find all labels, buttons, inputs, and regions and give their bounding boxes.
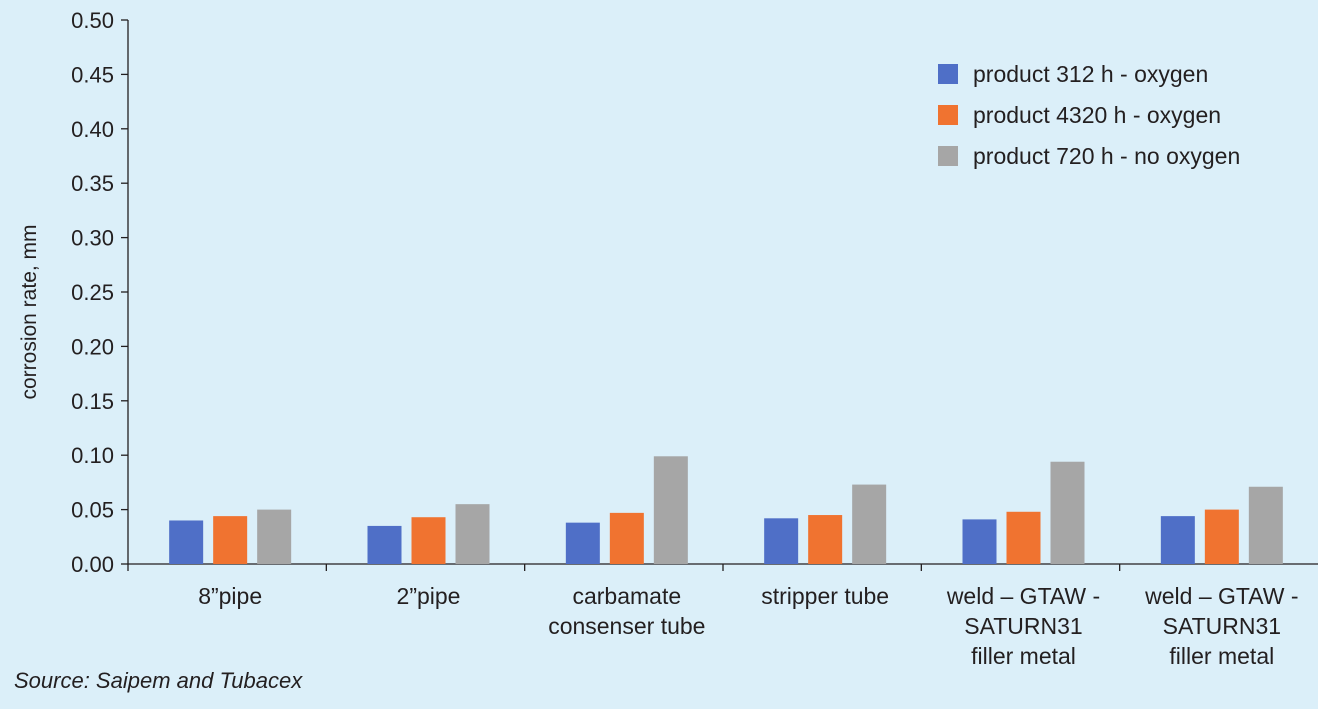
legend-label: product 312 h - oxygen	[973, 61, 1208, 87]
x-tick-label-line: weld – GTAW -	[1144, 583, 1298, 609]
x-tick-label: 8”pipe	[198, 583, 262, 609]
legend-label: product 720 h - no oxygen	[973, 143, 1240, 169]
y-tick-label: 0.35	[71, 171, 114, 196]
bar	[764, 518, 799, 564]
legend-swatch	[938, 146, 958, 166]
x-tick-label-line: filler metal	[1169, 643, 1274, 669]
y-tick-label: 0.25	[71, 280, 114, 305]
x-tick-label-line: filler metal	[971, 643, 1076, 669]
x-tick-label: weld – GTAW - SATURN31 filler metal	[1144, 583, 1298, 669]
y-tick-label: 0.05	[71, 498, 114, 523]
y-axis-title: corrosion rate, mm	[18, 224, 41, 399]
legend-swatch	[938, 64, 958, 84]
x-tick-label-line: consenser tube	[548, 613, 705, 639]
legend-label: product 4320 h - oxygen	[973, 102, 1221, 128]
bar	[455, 504, 490, 564]
bar	[653, 456, 688, 564]
legend-swatch	[938, 105, 958, 125]
y-tick-label: 0.30	[71, 226, 114, 251]
x-tick-label: stripper tube	[761, 583, 889, 609]
y-tick-label: 0.50	[71, 8, 114, 33]
bar	[213, 516, 248, 564]
bar	[1248, 486, 1283, 564]
source-note: Source: Saipem and Tubacex	[14, 668, 303, 693]
bar	[1050, 461, 1085, 564]
bar	[609, 512, 644, 564]
y-tick-label: 0.15	[71, 389, 114, 414]
bar	[808, 515, 843, 564]
x-tick-label-line: 2”pipe	[397, 583, 461, 609]
bar	[257, 509, 292, 564]
x-tick-label-line: weld – GTAW -	[946, 583, 1100, 609]
bar	[1204, 509, 1239, 564]
bar	[1006, 511, 1041, 564]
x-tick-label-line: carbamate	[572, 583, 681, 609]
bar	[852, 484, 887, 564]
x-tick-label-line: 8”pipe	[198, 583, 262, 609]
bar	[411, 517, 446, 564]
x-tick-label: carbamate consenser tube	[548, 583, 705, 639]
y-tick-label: 0.10	[71, 443, 114, 468]
y-tick-label: 0.20	[71, 334, 114, 359]
y-tick-label: 0.40	[71, 117, 114, 142]
y-tick-label: 0.45	[71, 62, 114, 87]
y-tick-label: 0.00	[71, 552, 114, 577]
bar	[367, 525, 402, 564]
x-tick-label: 2”pipe	[397, 583, 461, 609]
bar	[169, 520, 204, 564]
x-tick-label-line: stripper tube	[761, 583, 889, 609]
bar	[962, 519, 997, 564]
x-tick-label-line: SATURN31	[964, 613, 1082, 639]
x-tick-label: weld – GTAW - SATURN31 filler metal	[946, 583, 1100, 669]
bar	[1160, 516, 1195, 564]
bar	[565, 522, 600, 564]
x-tick-label-line: SATURN31	[1163, 613, 1281, 639]
